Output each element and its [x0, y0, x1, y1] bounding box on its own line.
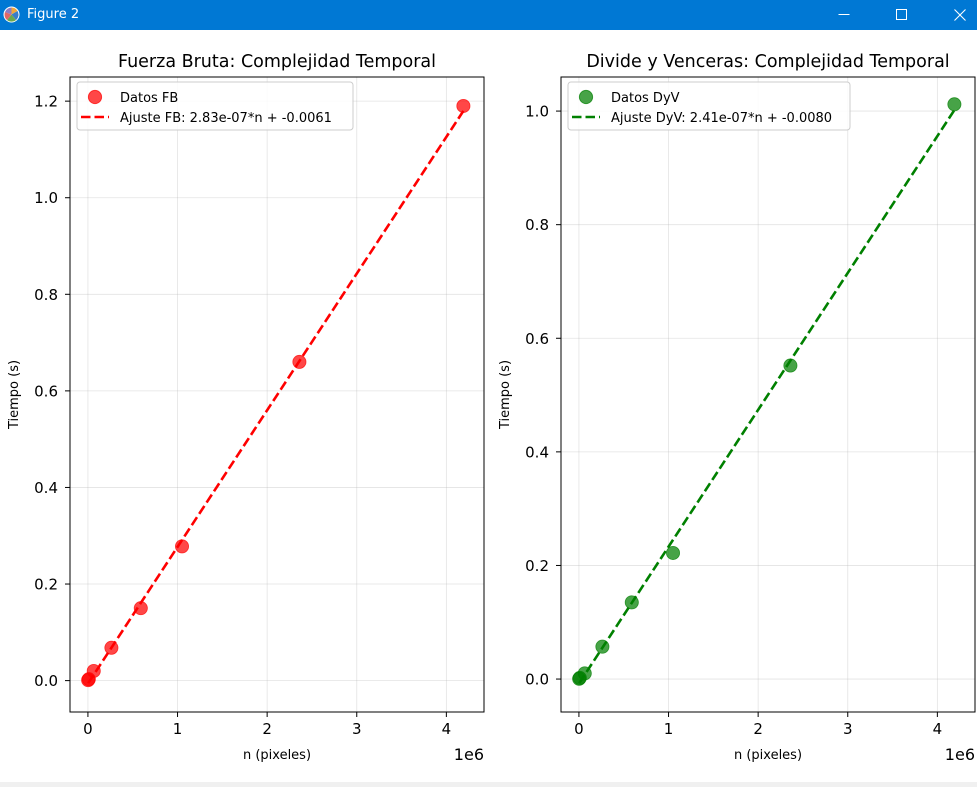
- subplot-1-y-tick-label: 1.0: [34, 189, 58, 207]
- subplot-1-y-tick-label: 0.8: [34, 286, 58, 304]
- window-bottom-edge: [0, 782, 977, 787]
- subplot-2: 0 1 2 3 4 0.0 0.2 0.4 0.6 0.8 1.0 1e6 Divide y Vence…: [498, 52, 976, 764]
- subplot-2-data-point: [624, 595, 639, 610]
- subplot-2-legend-label-scatter: Datos DyV: [611, 91, 680, 106]
- minimize-button[interactable]: [821, 0, 867, 30]
- subplot-2-fit-line: [578, 109, 956, 684]
- subplot-1: 0 1 2 3 4 0.0 0.2 0.4 0.6 0.8 1.0 1.2 1e6 Fuerza Brut…: [7, 52, 485, 764]
- close-icon: [954, 9, 966, 21]
- subplot-2-title: Divide y Venceras: Complejidad Temporal: [586, 52, 949, 72]
- subplot-1-x-offset-label: 1e6: [454, 745, 484, 764]
- minimize-icon: [838, 14, 850, 15]
- subplot-1-y-tick-label: 0.4: [34, 479, 58, 497]
- subplot-2-y-tick-label: 0.0: [525, 671, 549, 689]
- subplot-1-x-tick-label: 1: [173, 720, 183, 738]
- maximize-icon: [896, 9, 907, 20]
- subplot-1-data-point: [292, 354, 307, 369]
- subplot-1-y-tick-label: 0.6: [34, 382, 58, 400]
- subplot-2-x-tick-label: 3: [843, 720, 853, 738]
- maximize-button[interactable]: [879, 0, 925, 30]
- subplot-2-y-tick-label: 0.8: [525, 216, 549, 234]
- subplot-2-x-offset-label: 1e6: [945, 745, 975, 764]
- window-title: Figure 2: [27, 7, 80, 22]
- subplot-2-y-tick-label: 0.2: [525, 557, 549, 575]
- subplot-2-legend: Datos DyV Ajuste DyV: 2.41e-07*n + -0.008…: [567, 81, 851, 131]
- subplot-2-x-tick-label: 0: [574, 720, 584, 738]
- subplot-1-data-point: [86, 663, 101, 678]
- subplot-1-y-tick-label: 0.2: [34, 576, 58, 594]
- subplot-2-x-axis-label: n (pixeles): [734, 748, 802, 763]
- subplot-1-data-point: [456, 98, 471, 113]
- subplot-1-legend: Datos FB Ajuste FB: 2.83e-07*n + -0.0061: [76, 81, 354, 131]
- subplot-2-legend-box: [567, 81, 851, 131]
- subplot-2-x-tick-label: 1: [664, 720, 674, 738]
- subplot-1-data-point: [133, 601, 148, 616]
- subplot-2-x-tick-label: 2: [753, 720, 763, 738]
- subplot-1-y-axis-label: Tiempo (s): [7, 360, 22, 430]
- subplot-1-legend-marker-scatter: [87, 89, 103, 105]
- subplot-1-legend-label-line: Ajuste FB: 2.83e-07*n + -0.0061: [120, 111, 332, 126]
- window-titlebar: Figure 2: [0, 0, 977, 30]
- subplot-1-y-tick-label: 1.2: [34, 93, 58, 111]
- subplot-2-data-point: [577, 666, 592, 681]
- subplot-1-x-tick-label: 2: [262, 720, 272, 738]
- subplot-2-y-tick-label: 0.6: [525, 330, 549, 348]
- subplot-2-data-point: [595, 639, 610, 654]
- subplot-1-legend-label-scatter: Datos FB: [120, 91, 178, 106]
- subplot-1-fit-line: [87, 110, 465, 684]
- subplot-2-y-tick-label: 0.4: [525, 443, 549, 461]
- matplotlib-icon: [3, 6, 20, 23]
- subplot-2-data-point: [947, 97, 962, 112]
- subplot-2-y-axis-label: Tiempo (s): [498, 360, 513, 430]
- subplot-1-x-tick-label: 3: [352, 720, 362, 738]
- subplot-2-legend-marker-scatter: [578, 89, 594, 105]
- subplot-1-y-tick-label: 0.0: [34, 672, 58, 690]
- figure-canvas: 0 1 2 3 4 0.0 0.2 0.4 0.6 0.8 1.0 1.2 1e6 Fuerza Brut…: [7, 52, 976, 764]
- subplot-1-data-point: [175, 539, 190, 554]
- subplot-1-x-tick-label: 4: [442, 720, 452, 738]
- subplot-1-title: Fuerza Bruta: Complejidad Temporal: [118, 52, 436, 72]
- subplot-2-data-point: [783, 358, 798, 373]
- subplot-2-legend-label-line: Ajuste DyV: 2.41e-07*n + -0.0080: [611, 111, 832, 126]
- subplot-2-data-point: [666, 545, 681, 560]
- subplot-2-axes-frame: [560, 76, 976, 713]
- subplot-2-x-tick-label: 4: [933, 720, 943, 738]
- subplot-1-x-axis-label: n (pixeles): [243, 748, 311, 763]
- close-button[interactable]: [937, 0, 977, 30]
- subplot-2-y-tick-label: 1.0: [525, 103, 549, 121]
- subplot-1-data-point: [104, 640, 119, 655]
- subplot-1-x-tick-label: 0: [83, 720, 93, 738]
- subplot-1-legend-box: [76, 81, 354, 131]
- subplot-1-axes-frame: [69, 76, 485, 713]
